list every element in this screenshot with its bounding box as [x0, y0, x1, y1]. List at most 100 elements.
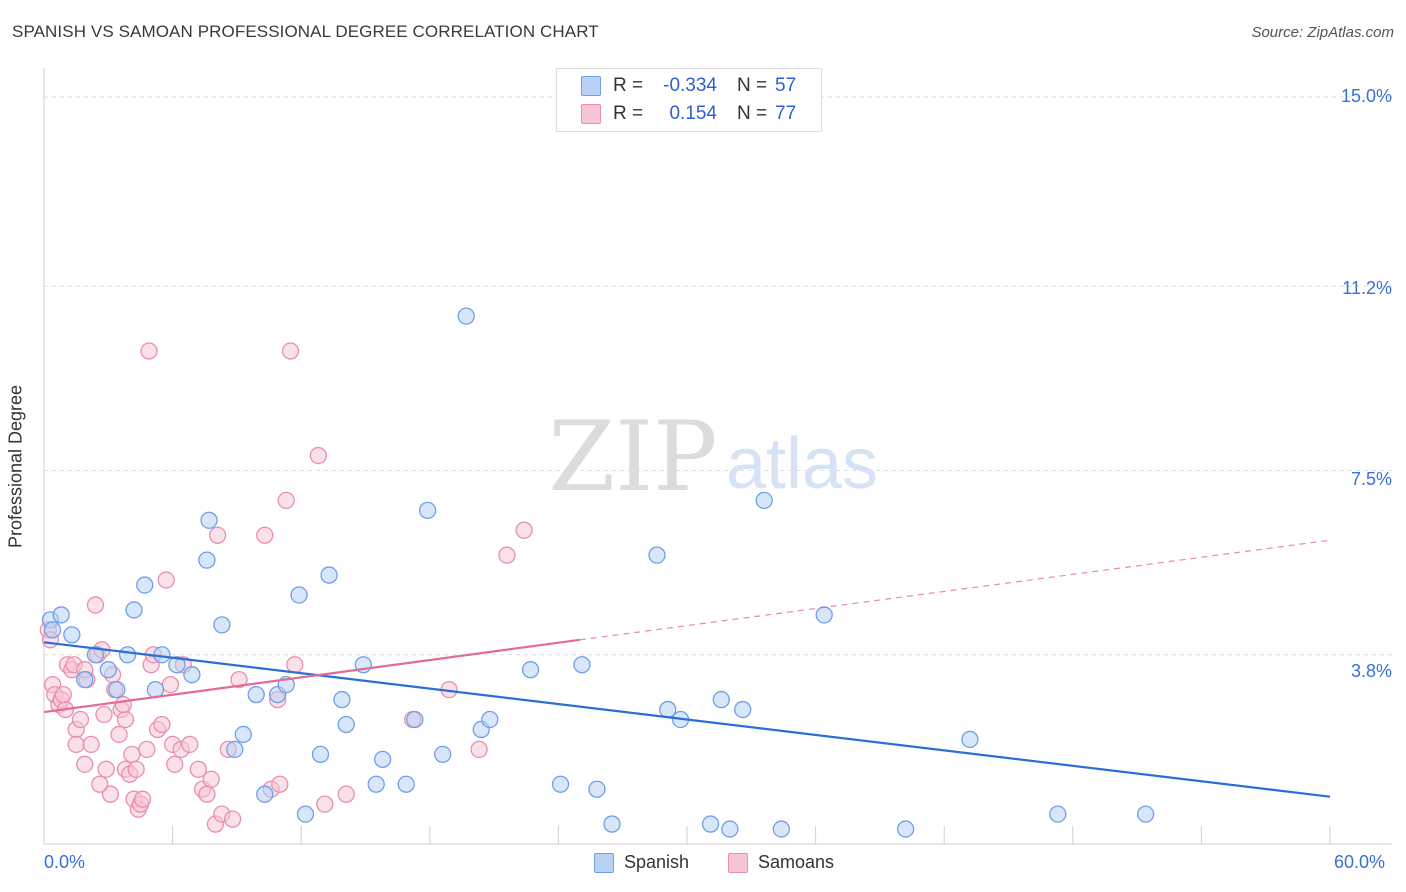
- bottom-legend-swatch-samoans: [728, 852, 748, 873]
- samoans-point-29: [123, 745, 141, 764]
- samoans-point-69: [498, 546, 516, 564]
- spanish-point-27: [320, 566, 338, 584]
- legend-swatch-samoans: [581, 104, 601, 124]
- samoans-point-21: [101, 785, 120, 803]
- samoans-point-46: [181, 735, 199, 754]
- spanish-point-54: [815, 606, 833, 624]
- samoans-point-50: [202, 770, 220, 788]
- spanish-point-57: [1049, 805, 1067, 823]
- spanish-point-3: [63, 626, 81, 644]
- spanish-point-6: [99, 661, 117, 679]
- spanish-point-8: [118, 646, 137, 664]
- samoans-point-41: [157, 571, 175, 589]
- x-tick-marks: [43, 826, 1331, 844]
- spanish-point-43: [588, 780, 606, 798]
- spanish-point-16: [200, 511, 218, 529]
- spanish-point-17: [213, 616, 231, 634]
- samoans-point-44: [166, 755, 184, 773]
- legend-swatch-spanish: [581, 76, 601, 96]
- spanish-point-58: [1137, 805, 1155, 823]
- samoans-point-36: [140, 342, 158, 360]
- spanish-point-13: [168, 656, 186, 674]
- spanish-point-49: [712, 690, 730, 709]
- spanish-point-25: [296, 805, 315, 823]
- spanish-point-20: [247, 685, 265, 704]
- spanish-point-19: [234, 725, 252, 744]
- spanish-point-5: [86, 646, 105, 664]
- samoans-trend-extension: [579, 539, 1331, 641]
- spanish-point-33: [397, 775, 415, 793]
- samoans-point-64: [309, 446, 327, 465]
- spanish-point-14: [183, 666, 201, 684]
- samoans-point-56: [230, 671, 248, 689]
- bottom-legend-swatch-spanish: [594, 852, 614, 873]
- bottom-legend-spanish: Spanish: [594, 852, 689, 873]
- spanish-point-10: [136, 576, 154, 594]
- spanish-point-50: [721, 820, 739, 838]
- samoans-point-27: [116, 710, 135, 729]
- spanish-point-18: [226, 740, 244, 759]
- spanish-point-7: [108, 680, 126, 699]
- samoans-point-40: [153, 715, 171, 734]
- samoans-point-16: [86, 596, 105, 614]
- spanish-point-9: [125, 601, 143, 619]
- spanish-point-28: [333, 690, 351, 709]
- legend-row-samoans: R = 0.154 N = 77: [581, 102, 796, 126]
- y-tick-7-5: 7.5%: [1350, 469, 1392, 489]
- spanish-point-15: [198, 551, 216, 569]
- samoans-point-52: [208, 526, 227, 544]
- samoans-point-19: [95, 705, 113, 724]
- bottom-legend-samoans: Samoans: [728, 852, 834, 873]
- samoans-point-55: [223, 810, 242, 828]
- legend-r-value: -0.334: [663, 75, 717, 96]
- samoans-point-63: [286, 656, 304, 674]
- samoans-point-31: [127, 760, 145, 778]
- spanish-trend-line: [43, 641, 1331, 798]
- spanish-point-34: [406, 710, 424, 729]
- samoans-point-62: [281, 342, 300, 360]
- spanish-point-56: [961, 730, 979, 749]
- samoans-point-34: [133, 790, 152, 808]
- samoans-point-15: [82, 735, 100, 754]
- spanish-point-53: [772, 820, 790, 838]
- samoans-point-57: [256, 526, 274, 544]
- watermark-atlas: atlas: [726, 424, 878, 504]
- x-tick-0: 0.0%: [44, 852, 86, 872]
- samoans-point-60: [271, 775, 289, 793]
- samoans-point-61: [277, 491, 295, 510]
- source-label: Source: ZipAtlas.com: [1251, 24, 1394, 41]
- spanish-point-2: [52, 606, 70, 624]
- axes: [43, 68, 1392, 845]
- spanish-point-41: [551, 775, 570, 793]
- spanish-point-37: [457, 307, 475, 325]
- legend-r-value: 0.154: [669, 103, 717, 124]
- chart-title: SPANISH VS SAMOAN PROFESSIONAL DEGREE CO…: [12, 22, 599, 41]
- spanish-point-55: [896, 820, 915, 838]
- legend-n-label: N =: [737, 103, 768, 124]
- samoans-point-12: [71, 710, 90, 729]
- legend-r-label: R =: [613, 103, 644, 124]
- samoans-point-65: [316, 795, 334, 813]
- bottom-legend-label-samoans: Samoans: [758, 852, 835, 872]
- spanish-point-39: [481, 710, 499, 729]
- samoans-point-20: [97, 760, 115, 778]
- spanish-point-4: [76, 671, 94, 689]
- watermark: ZIP atlas: [548, 401, 878, 513]
- spanish-point-45: [648, 546, 666, 564]
- bottom-legend-label-spanish: Spanish: [624, 852, 690, 872]
- samoans-point-76: [91, 775, 109, 793]
- samoans-point-11: [67, 735, 85, 754]
- samoans-trend-line: [43, 638, 580, 714]
- samoans-point-72: [114, 695, 132, 714]
- spanish-point-52: [755, 491, 773, 510]
- spanish-point-40: [521, 661, 540, 679]
- spanish-point-1: [43, 621, 62, 639]
- y-tick-15: 15.0%: [1340, 86, 1392, 106]
- watermark-zip: ZIP: [548, 401, 717, 513]
- spanish-point-26: [311, 745, 330, 764]
- legend-row-spanish: R = -0.334 N = 57: [581, 74, 796, 98]
- spanish-point-29: [337, 715, 355, 734]
- samoans-point-75: [54, 685, 72, 704]
- legend-n-value: 57: [775, 75, 797, 96]
- trend-lines: [43, 539, 1331, 798]
